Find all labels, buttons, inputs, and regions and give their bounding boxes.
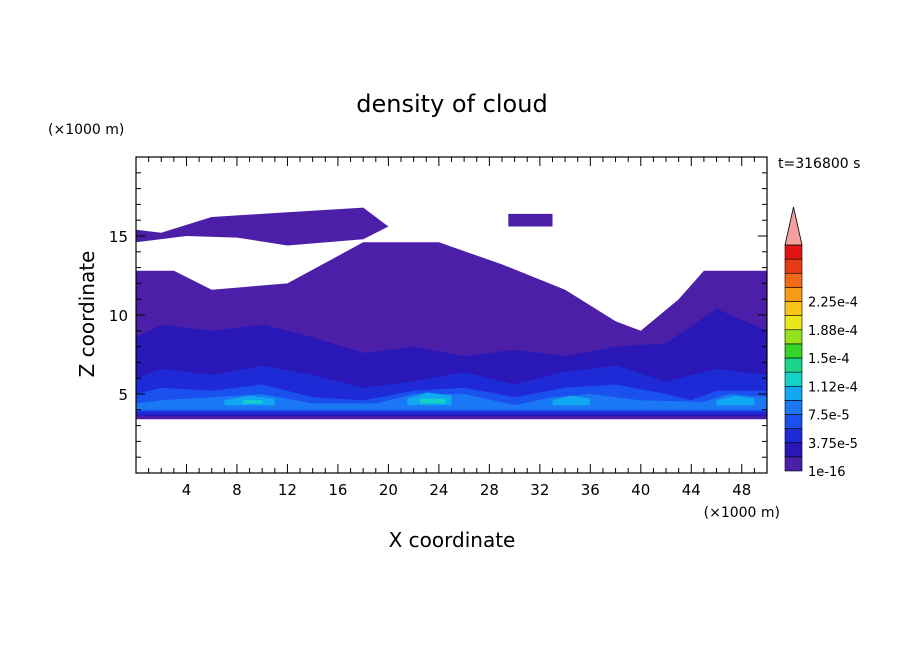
y-unit-label: (×1000 m) <box>48 122 124 138</box>
colorbar: 1e-16 3.75e-5 7.5e-5 1.12e-4 1.5e-4 1.88e-4 2.… <box>784 206 858 480</box>
y-tick-label: 10 <box>109 307 128 325</box>
contour-region-11 <box>419 398 446 404</box>
colorbar-segment <box>784 456 803 472</box>
x-axis-label: X coordinate <box>389 528 516 552</box>
colorbar-label: 1e-16 <box>808 465 846 480</box>
colorbar-label: 1.88e-4 <box>808 324 858 339</box>
x-tick-label: 32 <box>530 481 549 499</box>
colorbar-segment <box>784 287 803 302</box>
chart-title: density of cloud <box>356 90 547 118</box>
contour-regions <box>136 207 767 420</box>
colorbar-segment <box>784 301 803 316</box>
y-axis-label: Z coordinate <box>75 251 99 378</box>
y-tick-label: 5 <box>118 386 128 404</box>
contour-region-10 <box>716 395 755 406</box>
x-tick-label: 4 <box>182 481 192 499</box>
colorbar-segment <box>784 329 803 345</box>
x-tick-label: 40 <box>631 481 650 499</box>
colorbar-segment <box>784 414 803 429</box>
contour-region-12 <box>243 400 263 404</box>
colorbar-segment <box>784 371 803 387</box>
x-tick-label: 44 <box>682 481 701 499</box>
x-tick-label: 24 <box>429 481 448 499</box>
x-tick-label: 48 <box>732 481 751 499</box>
colorbar-label: 2.25e-4 <box>808 296 858 311</box>
colorbar-segment <box>784 357 803 373</box>
y-tick-label: 15 <box>109 228 128 246</box>
colorbar-segment <box>784 343 803 359</box>
colorbar-label: 3.75e-5 <box>808 437 858 452</box>
colorbar-overflow-triangle <box>784 206 803 246</box>
x-tick-label: 36 <box>581 481 600 499</box>
colorbar-label: 1.12e-4 <box>808 380 858 395</box>
colorbar-segment <box>784 258 803 274</box>
x-tick-label: 12 <box>278 481 297 499</box>
colorbar-segment <box>784 428 803 444</box>
colorbar-segment <box>784 272 803 288</box>
x-tick-label: 28 <box>480 481 499 499</box>
colorbar-segment <box>784 315 803 331</box>
colorbar-segment <box>784 385 803 401</box>
contour-region-9 <box>552 395 591 406</box>
x-axis-ticks: 4 8 12 16 20 24 28 32 36 40 44 48 <box>148 157 755 499</box>
time-label: t=316800 s <box>778 156 860 172</box>
colorbar-label: 7.5e-5 <box>808 409 850 424</box>
colorbar-segment <box>784 244 803 260</box>
y-axis-ticks: 5 10 15 <box>109 172 767 458</box>
x-tick-label: 8 <box>232 481 242 499</box>
x-tick-label: 20 <box>379 481 398 499</box>
colorbar-segment <box>784 442 803 458</box>
colorbar-label: 1.5e-4 <box>808 352 850 367</box>
contour-region-2 <box>508 213 553 227</box>
contour-region-1 <box>136 207 389 246</box>
colorbar-segment <box>784 400 803 415</box>
x-tick-label: 16 <box>328 481 347 499</box>
x-unit-label: (×1000 m) <box>704 505 780 521</box>
